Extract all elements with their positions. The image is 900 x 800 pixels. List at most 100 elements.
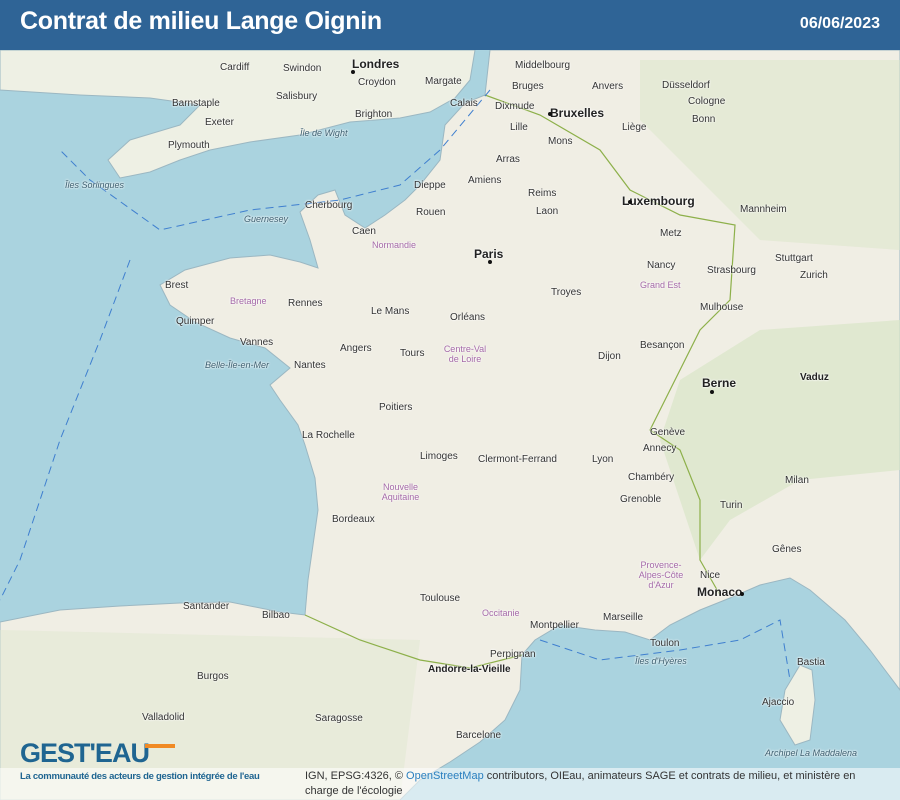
map-label: Troyes <box>551 287 582 298</box>
alpine-relief <box>660 320 900 560</box>
map-label: Chambéry <box>628 472 675 483</box>
map-label: Le Mans <box>371 306 410 317</box>
map-label: Londres <box>352 57 400 71</box>
map-label: Paris <box>474 247 504 261</box>
region-label: Nouvelle Aquitaine <box>381 482 420 502</box>
sea-boundary-channel <box>59 89 491 231</box>
map-label: Toulouse <box>420 593 461 604</box>
map-label: Exeter <box>205 117 234 128</box>
map-label: Milan <box>785 475 809 486</box>
map-label: Reims <box>528 188 557 199</box>
sea-boundary-mediterranean <box>539 619 791 681</box>
map-label: Perpignan <box>490 649 536 660</box>
map-label: Clermont-Ferrand <box>478 454 557 465</box>
map-label: Bonn <box>692 114 716 125</box>
map-label: Rennes <box>288 298 323 309</box>
map-header: Contrat de milieu Lange Oignin 06/06/202… <box>0 0 900 50</box>
map-label: Salisbury <box>276 91 318 102</box>
map-label: Turin <box>720 500 743 511</box>
map-label: Bordeaux <box>332 514 375 525</box>
map-label: Nantes <box>294 360 326 371</box>
map-label: Caen <box>352 226 376 237</box>
map-label: Quimper <box>176 316 215 327</box>
map-label: Limoges <box>420 451 458 462</box>
region-label: Bretagne <box>230 296 267 306</box>
map-label: Anvers <box>592 81 624 92</box>
map-label: La Rochelle <box>302 430 355 441</box>
map-label: Lille <box>510 122 528 133</box>
map-date: 06/06/2023 <box>799 15 880 32</box>
map-label: Dijon <box>598 351 621 362</box>
map-label: Brighton <box>355 109 393 120</box>
map-label: Bruxelles <box>550 106 605 120</box>
map-label: Cherbourg <box>305 200 353 211</box>
map-label: Grenoble <box>620 494 662 505</box>
map-label: Lyon <box>592 454 614 465</box>
page-title: Contrat de milieu Lange Oignin <box>20 7 382 35</box>
gesteau-logo[interactable]: GEST'EAU La communauté des acteurs de ge… <box>20 738 260 782</box>
map-label: Brest <box>165 280 189 291</box>
map-label: Gênes <box>772 544 802 555</box>
map-label: Luxembourg <box>622 194 695 208</box>
city-marker-londres <box>351 70 355 74</box>
map-label: Strasbourg <box>707 265 756 276</box>
map-label: Barnstaple <box>172 98 220 109</box>
map-label: Barcelone <box>456 730 502 741</box>
map-label: Calais <box>450 98 478 109</box>
region-label: Centre-Val de Loire <box>443 344 487 364</box>
logo-accent-bar <box>145 744 175 748</box>
openstreetmap-link[interactable]: OpenStreetMap <box>406 770 484 782</box>
map-label: Zurich <box>800 270 828 281</box>
region-label: Grand Est <box>640 280 681 290</box>
map-label: Monaco <box>697 585 743 599</box>
map-label: Berne <box>702 376 737 390</box>
sea-boundary-atlantic <box>0 259 131 601</box>
logo-wordmark: GEST'EAU <box>20 738 150 768</box>
map-label: Poitiers <box>379 402 413 413</box>
map-label: Dieppe <box>414 180 446 191</box>
map-label: Andorre-la-Vieille <box>428 664 511 675</box>
map-label: Saragosse <box>315 713 363 724</box>
map-label: Laon <box>536 206 559 217</box>
island-label: Belle-Île-en-Mer <box>205 360 270 370</box>
city-marker-monaco <box>740 592 744 596</box>
map-label: Santander <box>183 601 230 612</box>
land-great-britain <box>0 50 476 179</box>
map-label: Angers <box>340 343 372 354</box>
city-marker-bruxelles <box>548 112 552 116</box>
map-canvas[interactable]: Londres Cardiff Swindon Croydon Margate … <box>0 50 900 800</box>
map-attribution: IGN, EPSG:4326, © OpenStreetMap contribu… <box>0 768 900 800</box>
island-label: Archipel La Maddalena <box>765 748 858 758</box>
map-label: Plymouth <box>168 140 210 151</box>
map-label: Arras <box>496 154 520 165</box>
iberia-relief <box>0 630 420 800</box>
map-label: Liège <box>622 122 647 133</box>
map-label: Stuttgart <box>775 253 813 264</box>
france-border-south <box>304 614 523 669</box>
region-label: Provence-Alpes-Côte d'Azur <box>638 560 684 590</box>
map-label: Genève <box>650 427 686 438</box>
attribution-suffix: contributors, OIEau, animateurs SAGE et … <box>305 770 856 797</box>
map-label: Cologne <box>688 96 726 107</box>
land-continent <box>0 50 900 800</box>
basemap <box>0 50 900 800</box>
map-label: Bruges <box>512 81 544 92</box>
france-border-east <box>484 94 736 596</box>
city-marker-berne <box>710 390 714 394</box>
map-label: Cardiff <box>220 62 250 73</box>
map-label: Burgos <box>197 671 229 682</box>
map-label: Valladolid <box>142 712 185 723</box>
land-corsica <box>779 664 816 746</box>
map-label: Besançon <box>640 340 685 351</box>
rhine-relief <box>640 60 900 250</box>
map-label: Montpellier <box>530 620 579 631</box>
attribution-prefix: IGN, EPSG:4326, © <box>305 770 407 782</box>
map-label: Nancy <box>647 260 676 271</box>
map-label: Annecy <box>643 443 677 454</box>
map-label: Amiens <box>468 175 502 186</box>
map-label: Middelbourg <box>515 60 571 71</box>
map-label: Mulhouse <box>700 302 744 313</box>
map-label: Margate <box>425 76 462 87</box>
map-label: Vannes <box>240 337 274 348</box>
map-label: Mannheim <box>740 204 787 215</box>
